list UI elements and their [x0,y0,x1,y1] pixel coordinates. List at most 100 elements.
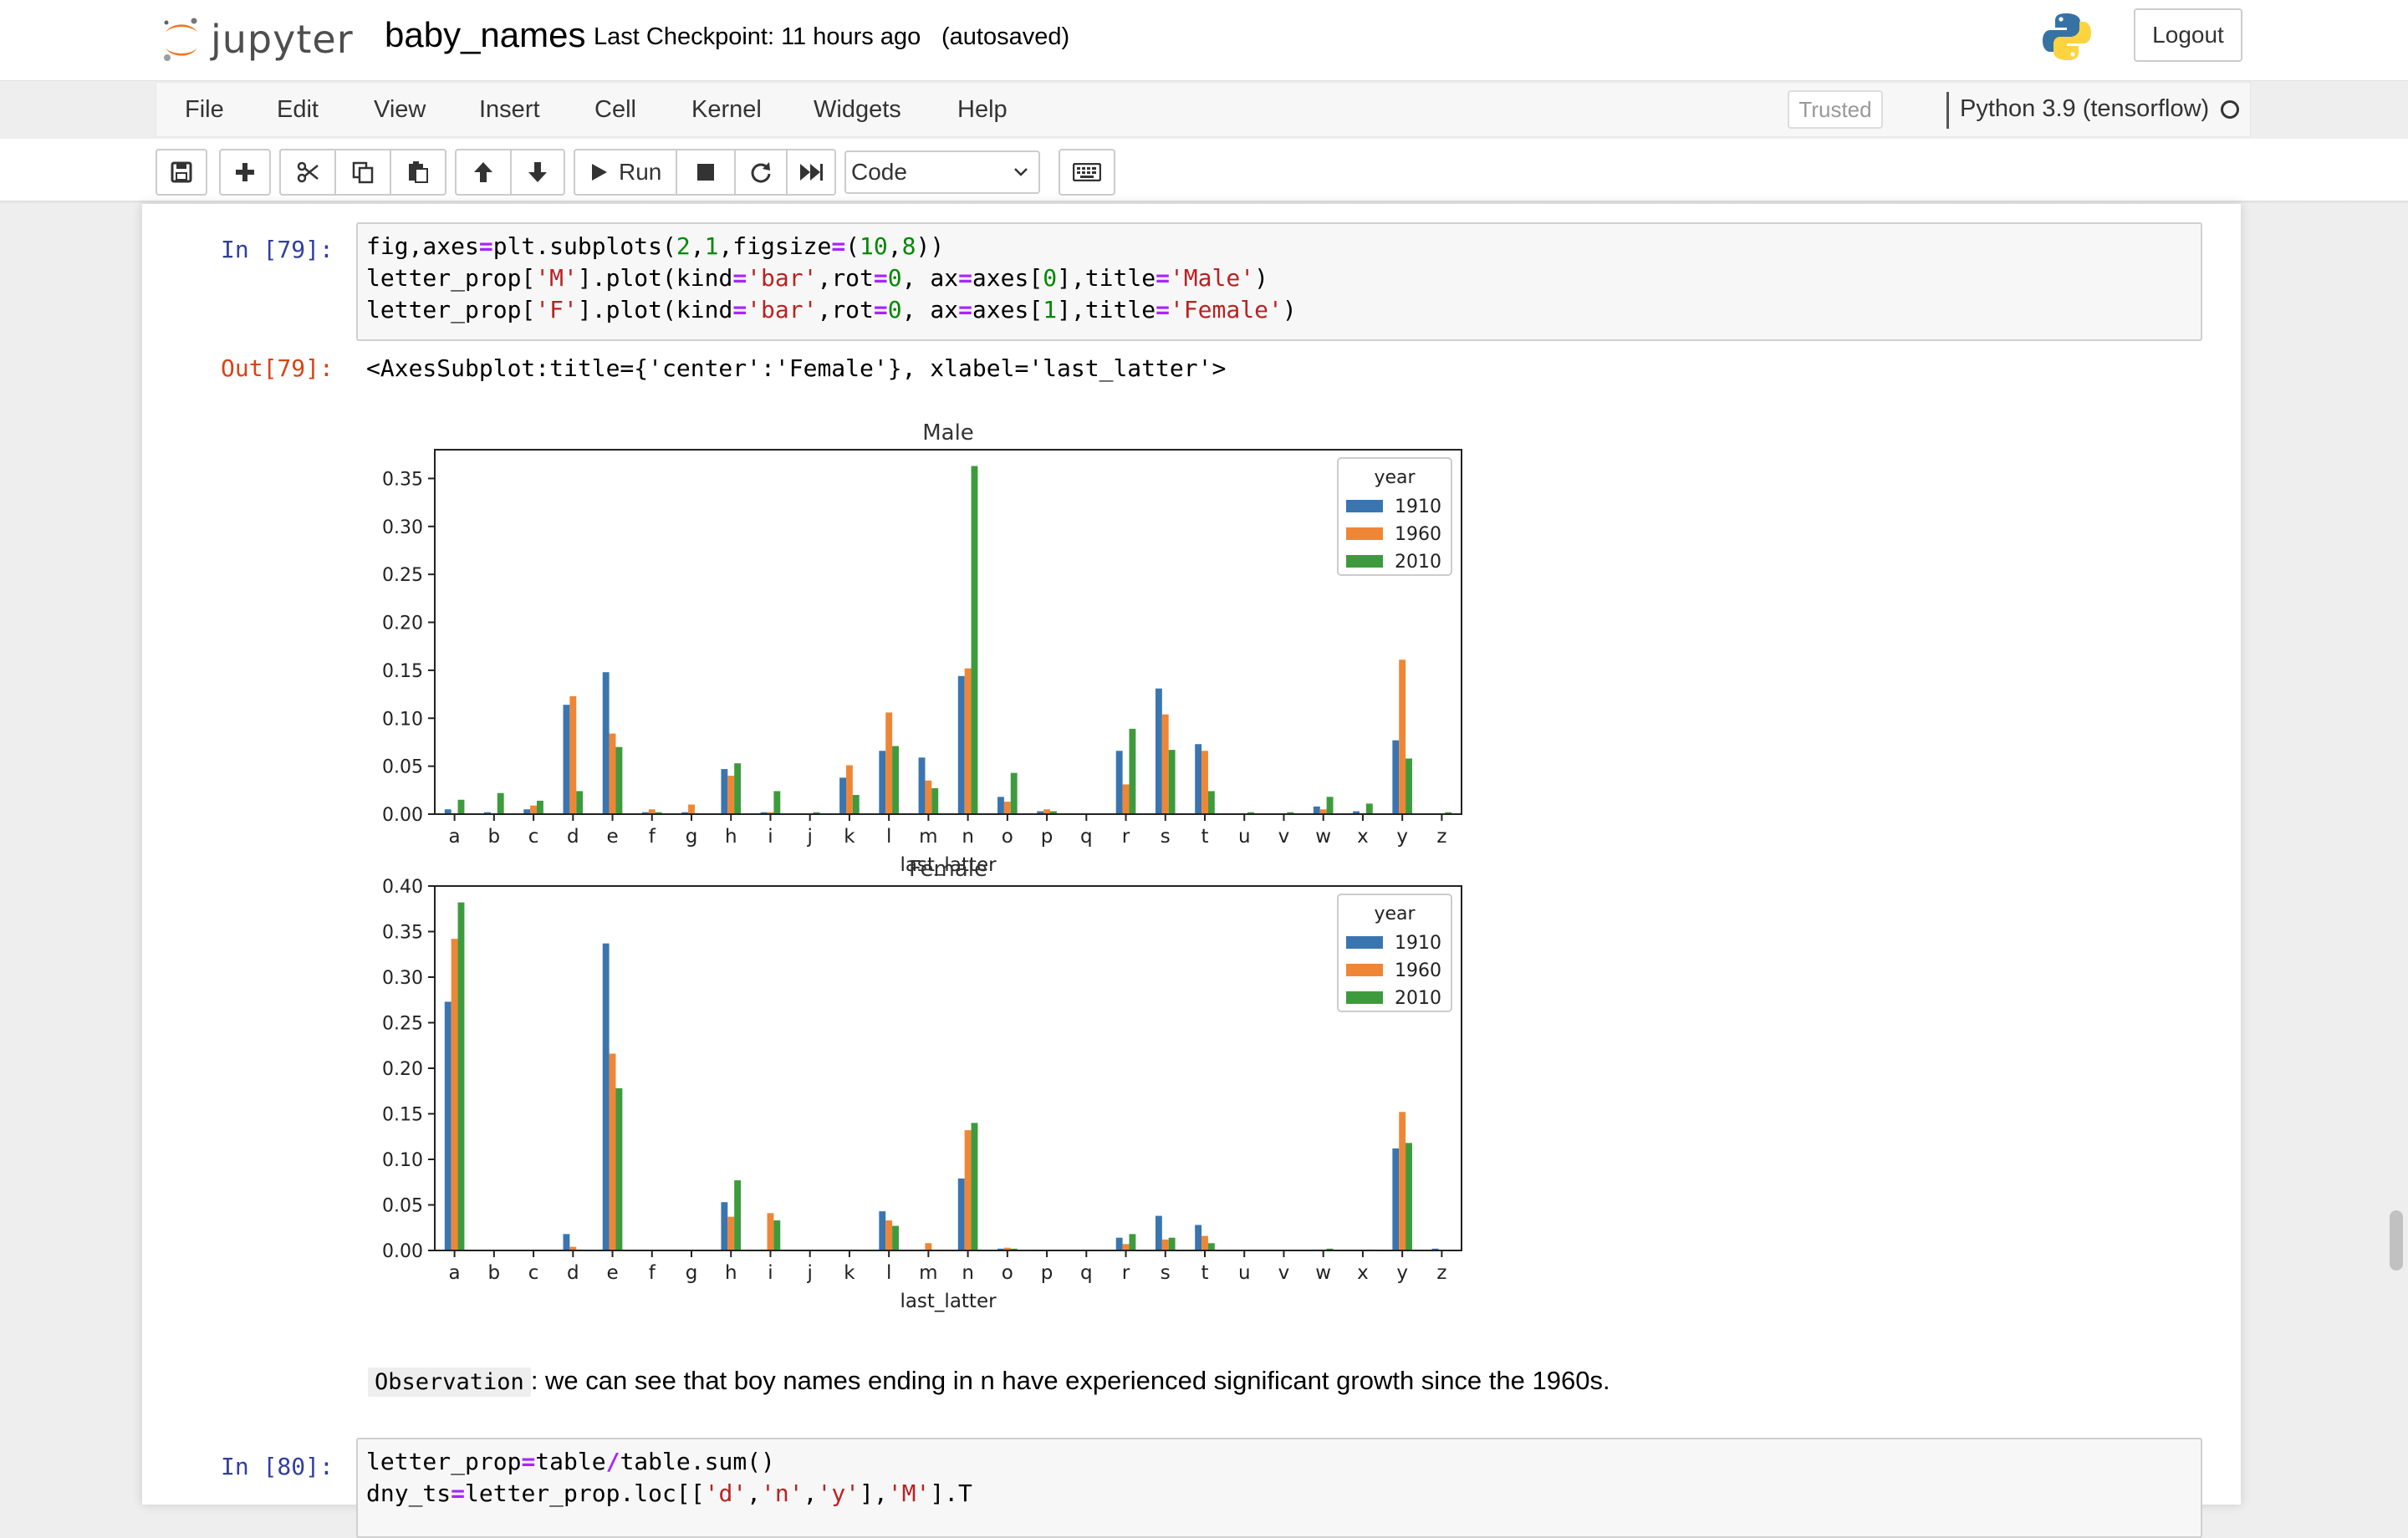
x-tick-label: i [768,826,773,848]
copy-button[interactable] [334,149,390,196]
notebook-name[interactable]: baby_names [385,15,586,54]
restart-run-all-button[interactable] [786,149,836,196]
code-cell-editor[interactable]: fig,axes=plt.subplots(2,1,figsize=(10,8)… [356,222,2202,341]
bar-1960-l [885,1220,893,1250]
y-tick-label: 0.10 [382,1150,423,1171]
x-tick-label: m [919,1262,937,1284]
x-tick-label: h [725,826,737,848]
save-icon [171,161,192,183]
run-icon [592,164,607,181]
figure: Male 0.00 0.05 0.10 0.15 0.20 0.25 0.30 0.35 a b c d… [382,420,1462,1312]
cut-button[interactable] [279,149,334,196]
keyboard-icon [1073,163,1101,181]
x-tick-label: n [962,826,974,848]
bar-2010-f [655,812,662,814]
y-tick-label: 0.10 [382,709,423,730]
bar-1910-t [1195,1225,1202,1250]
bar-1910-l [879,1211,886,1250]
bar-1960-m [925,780,932,814]
y-tick-label: 0.00 [382,805,423,826]
bar-1910-e [602,672,610,814]
legend-label-1960: 1960 [1395,960,1441,981]
markdown-text: : we can see that boy names ending in n … [530,1366,1610,1395]
menu-help[interactable]: Help [957,96,1008,123]
run-label: Run [619,159,662,185]
kernel-idle-indicator [2221,100,2239,119]
bar-1960-k [845,765,853,814]
x-tick-label: n [962,1262,974,1284]
menu-edit[interactable]: Edit [277,96,319,123]
x-tick-label: e [606,1262,618,1284]
restart-button[interactable] [734,149,786,196]
x-tick-label: g [686,1262,698,1284]
bar-2010-z [1445,812,1452,814]
bar-2010-e [615,746,623,814]
bar-1910-i [760,812,768,814]
paste-button[interactable] [390,149,446,196]
autosave-status: (autosaved) [941,23,1070,50]
x-tick-label: t [1201,1262,1208,1284]
cell-type-select[interactable]: Code [844,150,1040,194]
interrupt-button[interactable] [676,149,734,196]
menu-insert[interactable]: Insert [479,96,540,123]
kernel-name[interactable]: Python 3.9 (tensorflow) [1960,95,2210,122]
bar-1910-n [957,675,965,814]
bar-2010-t [1207,791,1215,814]
x-tick-label: k [844,1262,855,1284]
markdown-inline-code: Observation [368,1367,531,1397]
menu-widgets[interactable]: Widgets [814,96,901,123]
markdown-cell: Observation: we can see that boy names e… [368,1366,1610,1397]
bar-1960-f [648,809,656,814]
code-line-2: letter_prop['M'].plot(kind='bar',rot=0, … [366,264,1268,292]
cell-type-value: Code [851,159,907,185]
bar-2010-y [1406,1143,1412,1250]
trusted-indicator[interactable]: Trusted [1788,90,1883,129]
bar-1910-w [1313,806,1320,814]
x-tick-label: u [1238,826,1251,848]
x-tick-label: t [1201,826,1208,848]
x-tick-label: d [567,826,579,848]
code-cell-editor-80[interactable]: letter_prop=table/table.sum() dny_ts=let… [356,1438,2202,1538]
code-line-80-1: letter_prop=table/table.sum() [366,1448,775,1475]
x-tick-label: w [1315,1262,1331,1284]
plot-frame [434,449,1462,815]
bar-1910-f [641,812,649,814]
y-tick-label: 0.20 [382,614,423,634]
scrollbar-thumb[interactable] [2390,1210,2403,1271]
bar-1910-a [444,1001,452,1250]
restart-icon [751,162,771,183]
bar-2010-o [1010,772,1018,814]
bar-2010-a [457,902,465,1250]
chart-title: Male [922,420,974,446]
logout-button[interactable]: Logout [2134,8,2242,62]
move-up-button[interactable] [455,149,510,196]
jupyter-logo[interactable]: jupyter [161,10,354,69]
menu-file[interactable]: File [185,96,224,123]
command-palette-button[interactable] [1059,149,1115,196]
x-tick-label: c [528,1262,539,1284]
bar-2010-m [931,788,939,814]
run-button[interactable]: Run [574,149,676,196]
x-tick-label: p [1041,826,1054,848]
code-line-80-2: dny_ts=letter_prop.loc[['d','n','y'],'M'… [366,1479,972,1507]
bar-1910-a [444,809,452,814]
fast-forward-icon [800,164,823,181]
bar-2010-i [773,791,781,814]
menu-view[interactable]: View [374,96,426,123]
save-button[interactable] [156,149,207,196]
legend-swatch-1910 [1346,500,1383,512]
insert-cell-button[interactable] [219,149,271,196]
checkpoint-status: Last Checkpoint: 11 hours ago [594,23,921,50]
bar-1960-n [964,668,972,814]
bar-1960-t [1201,1235,1208,1250]
bar-1960-y [1399,660,1406,814]
menu-cell[interactable]: Cell [594,96,636,123]
x-tick-label: e [606,826,618,848]
menu-kernel[interactable]: Kernel [691,96,762,123]
bar-2010-b [497,792,504,814]
bar-2010-s [1168,1237,1176,1250]
bar-1910-y [1392,740,1400,814]
move-down-button[interactable] [510,149,565,196]
x-tick-label: f [649,826,656,848]
x-tick-label: x [1357,826,1369,848]
